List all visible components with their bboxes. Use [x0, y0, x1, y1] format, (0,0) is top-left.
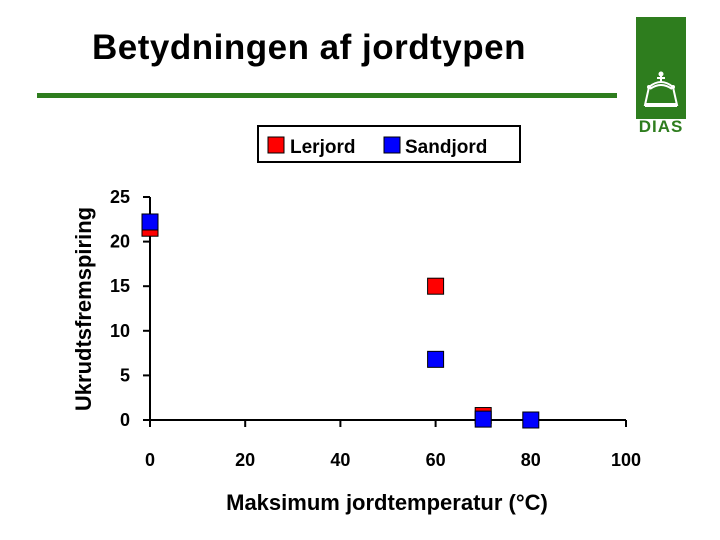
- y-tick-label: 0: [120, 410, 130, 430]
- legend-label-lerjord: Lerjord: [290, 137, 355, 158]
- x-tick-label: 60: [426, 450, 446, 470]
- dias-logo-text: DIAS: [638, 117, 684, 136]
- point-sandjord: [427, 350, 445, 368]
- y-tick-label: 25: [110, 187, 130, 207]
- y-tick-label: 15: [110, 276, 130, 296]
- legend-swatch-sandjord: [383, 136, 401, 154]
- legend-label-sandjord: Sandjord: [405, 137, 487, 158]
- y-tick-label: 10: [110, 321, 130, 341]
- x-tick-label: 0: [145, 450, 155, 470]
- crown-icon: [643, 71, 679, 107]
- y-tick-label: 20: [110, 232, 130, 252]
- x-tick-label: 40: [330, 450, 350, 470]
- x-tick-label: 20: [235, 450, 255, 470]
- legend: Lerjord Sandjord: [257, 125, 521, 163]
- legend-swatch-lerjord: [267, 136, 285, 154]
- y-axis-title: Ukrudtsfremspiring: [71, 207, 96, 411]
- x-tick-label: 80: [521, 450, 541, 470]
- x-tick-label: 100: [611, 450, 641, 470]
- slide-title: Betydningen af jordtypen: [92, 28, 526, 67]
- y-tick-label: 5: [120, 365, 130, 385]
- dias-logo: [636, 17, 686, 119]
- point-sandjord: [141, 213, 159, 231]
- y-ticks: 0 5 10 15 20 25: [110, 187, 150, 430]
- point-sandjord: [522, 411, 540, 429]
- point-lerjord: [427, 277, 445, 295]
- point-sandjord: [474, 410, 492, 428]
- x-ticks: 0 20 40 60 80 100: [145, 420, 641, 470]
- title-underline: [37, 93, 617, 98]
- data-points: [141, 213, 540, 429]
- x-axis-title: Maksimum jordtemperatur (°C): [226, 490, 548, 515]
